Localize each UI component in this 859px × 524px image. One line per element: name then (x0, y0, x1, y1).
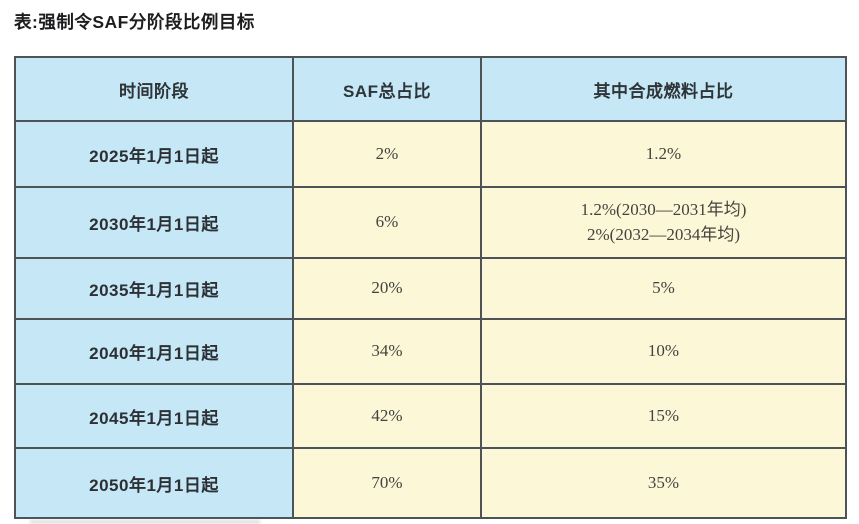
table-row: 2035年1月1日起 20% 5% (14, 257, 847, 320)
table-caption: 表:强制令SAF分阶段比例目标 (14, 12, 255, 32)
saf-share-cell: 42% (292, 383, 482, 449)
period-cell: 2050年1月1日起 (14, 447, 294, 519)
table-row: 2050年1月1日起 70% 35% (14, 447, 847, 519)
header-period: 时间阶段 (14, 56, 294, 122)
table-row: 2040年1月1日起 34% 10% (14, 318, 847, 385)
synthetic-share-cell: 5% (480, 257, 847, 320)
table-row: 2045年1月1日起 42% 15% (14, 383, 847, 449)
period-cell: 2035年1月1日起 (14, 257, 294, 320)
period-cell: 2040年1月1日起 (14, 318, 294, 385)
period-cell: 2045年1月1日起 (14, 383, 294, 449)
table-header-row: 时间阶段 SAF总占比 其中合成燃料占比 (14, 56, 847, 122)
period-cell: 2030年1月1日起 (14, 186, 294, 259)
saf-share-cell: 34% (292, 318, 482, 385)
saf-share-cell: 6% (292, 186, 482, 259)
table-row: 2025年1月1日起 2% 1.2% (14, 120, 847, 188)
saf-share-cell: 70% (292, 447, 482, 519)
saf-targets-table: 时间阶段 SAF总占比 其中合成燃料占比 2025年1月1日起 2% 1.2% … (14, 56, 847, 519)
synthetic-share-cell: 35% (480, 447, 847, 519)
synthetic-share-cell: 1.2% (480, 120, 847, 188)
header-synthetic-share: 其中合成燃料占比 (480, 56, 847, 122)
period-cell: 2025年1月1日起 (14, 120, 294, 188)
synthetic-share-cell: 10% (480, 318, 847, 385)
header-saf-share: SAF总占比 (292, 56, 482, 122)
synthetic-share-cell: 1.2%(2030—2031年均) 2%(2032—2034年均) (480, 186, 847, 259)
cutoff-text-remnant (30, 520, 260, 524)
table-row: 2030年1月1日起 6% 1.2%(2030—2031年均) 2%(2032—… (14, 186, 847, 259)
saf-share-cell: 2% (292, 120, 482, 188)
synthetic-share-cell: 15% (480, 383, 847, 449)
saf-share-cell: 20% (292, 257, 482, 320)
